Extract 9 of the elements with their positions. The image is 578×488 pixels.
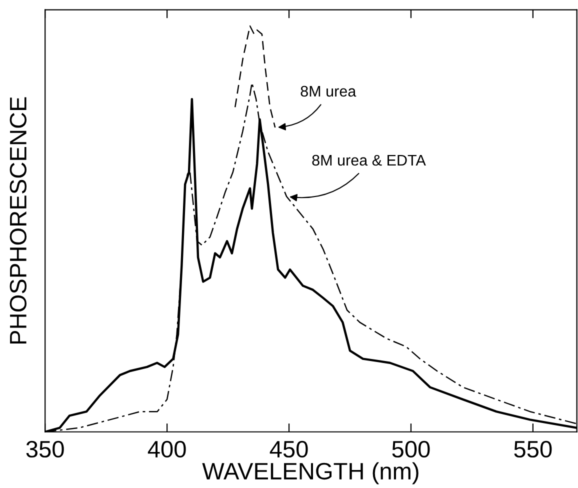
x-tick-label: 400 xyxy=(148,440,186,458)
text: 8M urea xyxy=(300,86,356,97)
x-tick-label: 550 xyxy=(514,440,552,458)
y-axis-title: PHOSPHORESCENCE xyxy=(10,97,27,344)
text: 8M urea & EDTA xyxy=(312,154,426,166)
x-axis-title: WAVELENGTH (nm) xyxy=(202,462,418,484)
x-tick-label: 350 xyxy=(26,440,64,458)
x-tick-label: 450 xyxy=(270,440,308,458)
x-tick-label: 500 xyxy=(392,440,430,458)
